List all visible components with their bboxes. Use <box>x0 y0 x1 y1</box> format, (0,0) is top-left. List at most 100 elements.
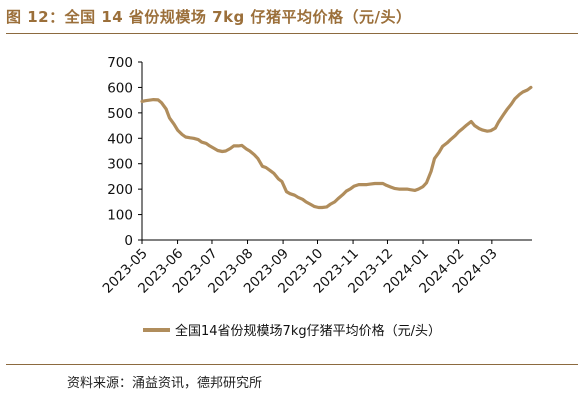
data-point <box>478 127 481 130</box>
data-point <box>213 147 216 150</box>
y-tick-label: 300 <box>107 157 133 173</box>
y-tick-label: 600 <box>107 80 133 96</box>
data-point <box>229 147 232 150</box>
data-point <box>172 123 176 126</box>
data-point <box>269 169 272 172</box>
y-tick-label: 200 <box>107 182 133 198</box>
data-point <box>341 193 344 196</box>
data-point <box>168 116 171 120</box>
data-point <box>261 165 264 168</box>
data-point <box>293 194 296 197</box>
data-point <box>497 120 500 124</box>
data-point <box>409 188 412 191</box>
y-axis-ticks: 0 100 200 300 400 500 600 700 <box>107 55 142 249</box>
data-point <box>328 203 332 206</box>
data-point <box>369 182 372 186</box>
y-tick-label: 500 <box>107 106 133 122</box>
data-point <box>481 128 484 132</box>
data-point <box>457 130 460 134</box>
data-point <box>184 135 187 139</box>
data-point <box>385 184 388 187</box>
data-point <box>413 189 417 192</box>
data-point <box>253 153 256 156</box>
data-point <box>312 205 316 208</box>
data-point <box>437 151 441 154</box>
data-point <box>309 203 312 206</box>
data-point <box>393 187 396 190</box>
footer-divider <box>6 364 578 365</box>
data-point <box>405 187 409 191</box>
series-layer <box>140 85 533 210</box>
data-point <box>357 183 360 186</box>
data-point <box>200 140 203 144</box>
x-axis-ticks: 2023-052023-062023-072023-082023-092023-… <box>100 240 501 297</box>
data-point <box>353 184 356 188</box>
data-point <box>510 102 513 106</box>
data-point <box>152 98 155 101</box>
data-point <box>453 134 457 137</box>
data-point <box>288 192 292 195</box>
data-point <box>361 183 364 186</box>
data-point <box>345 190 348 193</box>
data-point <box>148 98 152 102</box>
data-point <box>449 138 452 141</box>
data-point <box>240 144 243 147</box>
data-point <box>160 101 163 104</box>
chart-title: 图 12：全国 14 省份规模场 7kg 仔猪平均价格（元/头） <box>6 8 412 26</box>
data-point <box>197 138 200 141</box>
source-note: 资料来源：涌益资讯，德邦研究所 <box>67 376 263 391</box>
data-point <box>526 88 529 92</box>
legend-label: 全国14省份规模场7kg仔猪平均价格（元/头） <box>175 323 441 339</box>
data-point <box>429 170 433 173</box>
data-point <box>221 150 224 153</box>
data-point <box>144 99 147 102</box>
data-point <box>248 149 251 153</box>
data-point <box>462 126 465 130</box>
y-tick-label: 100 <box>107 208 133 224</box>
data-point <box>189 136 192 139</box>
data-point <box>301 198 304 201</box>
chart-axes <box>141 62 532 241</box>
data-point <box>320 206 324 209</box>
data-point <box>272 172 276 175</box>
data-point <box>494 126 497 130</box>
data-point <box>421 185 425 188</box>
data-point <box>470 120 473 123</box>
data-point <box>417 187 420 191</box>
data-point <box>208 144 211 148</box>
data-point <box>521 90 524 94</box>
data-point <box>216 149 219 152</box>
chart-legend: 全国14省份规模场7kg仔猪平均价格（元/头） <box>143 323 441 339</box>
data-point <box>296 196 300 199</box>
data-point <box>333 200 336 204</box>
data-point <box>280 180 284 183</box>
data-point <box>325 205 328 209</box>
data-point <box>365 183 368 186</box>
y-tick-label: 400 <box>107 131 133 147</box>
data-point <box>285 190 288 193</box>
y-tick-label: 700 <box>107 55 133 71</box>
data-point <box>389 185 393 189</box>
data-point <box>445 141 449 145</box>
data-point <box>473 124 476 127</box>
data-point <box>486 130 489 133</box>
series-line <box>140 85 533 210</box>
data-point <box>245 147 248 151</box>
data-point <box>502 113 505 117</box>
data-point <box>505 108 508 112</box>
data-point <box>373 182 377 185</box>
data-point <box>140 100 144 103</box>
title-divider <box>6 33 578 34</box>
data-point <box>518 93 521 96</box>
data-point <box>489 129 492 132</box>
data-point <box>433 157 436 160</box>
data-point <box>180 133 184 136</box>
data-point <box>513 97 516 101</box>
data-point <box>317 206 320 209</box>
data-point <box>264 166 268 169</box>
data-point <box>397 187 401 191</box>
data-point <box>441 145 444 148</box>
y-tick-label: 0 <box>124 233 133 249</box>
data-point <box>176 128 179 132</box>
